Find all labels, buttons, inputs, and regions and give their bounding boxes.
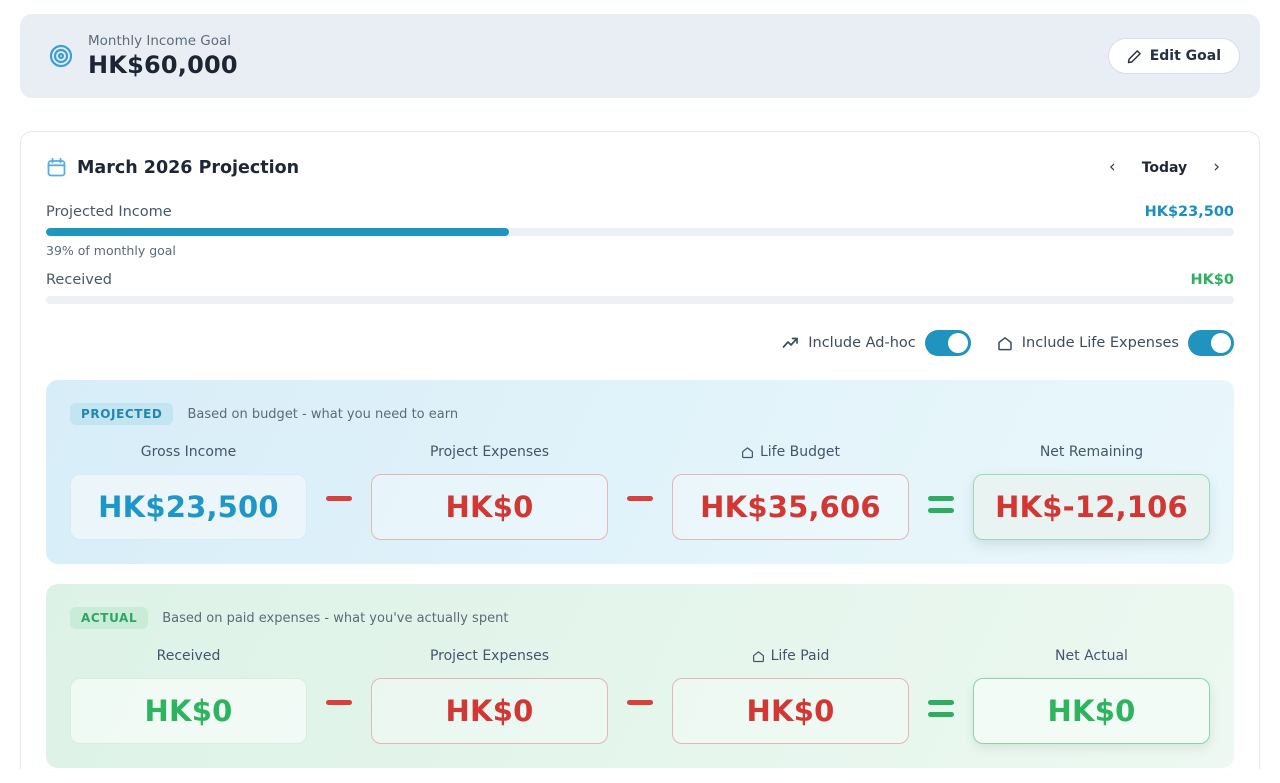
minus-operator [608, 496, 672, 501]
edit-goal-button[interactable]: Edit Goal [1107, 38, 1240, 74]
net-remaining-column: Net Remaining HK$-12,106 [973, 443, 1210, 540]
home-icon [997, 336, 1013, 351]
received-label: Received [46, 272, 112, 288]
toggles-row: Include Ad-hoc Include Life Expenses [46, 330, 1234, 356]
received-actual-value-box: HK$0 [70, 678, 307, 744]
goal-label: Monthly Income Goal [88, 33, 232, 49]
month-nav: ‹ Today › [1105, 157, 1234, 178]
gross-income-column: Gross Income HK$23,500 [70, 443, 307, 540]
include-adhoc-switch[interactable] [924, 330, 971, 356]
life-budget-label: Life Budget [741, 443, 840, 461]
include-adhoc-toggle-item: Include Ad-hoc [782, 330, 971, 356]
net-actual-value-box: HK$0 [973, 678, 1210, 744]
pencil-icon [1127, 49, 1142, 64]
net-remaining-value-box: HK$-12,106 [973, 474, 1210, 540]
project-expenses-column: Project Expenses HK$0 [371, 443, 608, 540]
actual-description: Based on paid expenses - what you've act… [162, 610, 509, 626]
calendar-icon [46, 157, 67, 178]
projected-income-label: Projected Income [46, 204, 172, 220]
life-paid-column: Life Paid HK$0 [672, 647, 909, 744]
project-expenses-actual-label: Project Expenses [429, 648, 550, 664]
actual-badge: ACTUAL [70, 607, 149, 629]
include-life-expenses-label: Include Life Expenses [1021, 335, 1179, 351]
net-remaining-label: Net Remaining [1039, 444, 1144, 460]
include-life-expenses-switch[interactable] [1188, 330, 1234, 356]
projected-income-value: HK$23,500 [1144, 204, 1234, 220]
monthly-goal-banner: Monthly Income Goal HK$60,000 Edit Goal [20, 14, 1260, 98]
projected-income-progress-fill [46, 228, 510, 236]
home-icon [741, 446, 754, 459]
projected-income-row: Projected Income HK$23,500 39% of monthl… [46, 204, 1234, 258]
received-progressbar [46, 296, 1234, 304]
project-expenses-label: Project Expenses [429, 444, 550, 460]
life-paid-label: Life Paid [752, 647, 829, 665]
received-value: HK$0 [1190, 272, 1234, 288]
projected-income-progressbar [46, 228, 1234, 236]
life-budget-column: Life Budget HK$35,606 [672, 443, 909, 540]
received-row: Received HK$0 [46, 272, 1234, 304]
net-actual-label: Net Actual [1055, 648, 1128, 664]
received-column: Received HK$0 [70, 647, 307, 744]
include-adhoc-label: Include Ad-hoc [808, 335, 916, 351]
minus-operator [608, 700, 672, 705]
minus-operator [307, 700, 371, 705]
project-expenses-value-box: HK$0 [371, 474, 608, 540]
projection-card: March 2026 Projection ‹ Today › Projecte… [20, 131, 1260, 769]
goal-value: HK$60,000 [88, 51, 238, 79]
project-expenses-actual-value-box: HK$0 [371, 678, 608, 744]
gross-income-value-box: HK$23,500 [70, 474, 307, 540]
target-icon [48, 43, 74, 69]
minus-operator [307, 496, 371, 501]
net-actual-column: Net Actual HK$0 [973, 647, 1210, 744]
equals-operator [909, 700, 973, 717]
equals-operator [909, 496, 973, 513]
card-title: March 2026 Projection [77, 157, 300, 178]
edit-goal-label: Edit Goal [1149, 48, 1221, 64]
next-month-button[interactable]: › [1209, 157, 1224, 178]
received-actual-label: Received [156, 648, 221, 664]
goal-percent-text: 39% of monthly goal [46, 243, 176, 258]
actual-section: ACTUAL Based on paid expenses - what you… [46, 584, 1234, 768]
project-expenses-actual-column: Project Expenses HK$0 [371, 647, 608, 744]
life-paid-value-box: HK$0 [672, 678, 909, 744]
gross-income-label: Gross Income [140, 444, 237, 460]
projected-badge: PROJECTED [70, 403, 174, 425]
life-budget-value-box: HK$35,606 [672, 474, 909, 540]
projected-description: Based on budget - what you need to earn [187, 406, 459, 422]
today-button[interactable]: Today [1141, 159, 1188, 176]
trending-up-icon [782, 336, 799, 350]
include-life-expenses-toggle-item: Include Life Expenses [997, 330, 1234, 356]
home-icon [752, 650, 765, 663]
projected-section: PROJECTED Based on budget - what you nee… [46, 380, 1234, 564]
prev-month-button[interactable]: ‹ [1105, 157, 1120, 178]
